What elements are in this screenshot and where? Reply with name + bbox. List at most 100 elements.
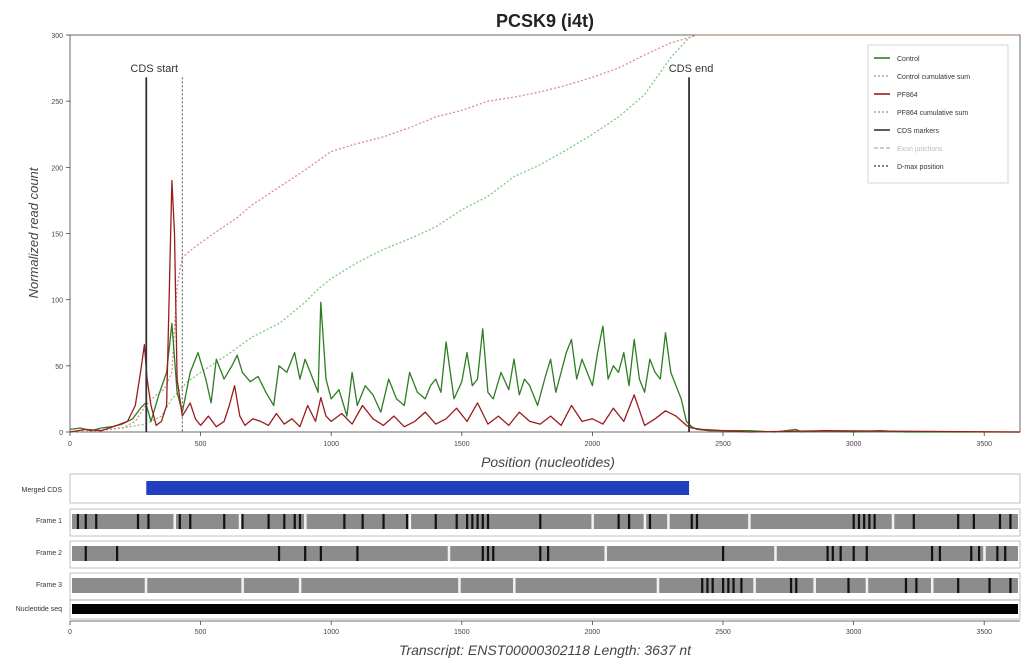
stop-codon-mark [267,514,270,529]
start-codon-mark [865,578,869,593]
frame2-track [69,540,1021,569]
y-tick-label: 150 [51,232,63,239]
legend-label: PF864 [897,92,918,99]
stop-codon-mark [727,578,730,593]
nucleotide-label: Nucleotide seq [16,606,62,613]
stop-codon-mark [223,514,226,529]
stop-codon-mark [722,546,725,561]
stop-codon-mark [116,546,119,561]
x-tick-label: 2500 [715,441,731,448]
stop-codon-mark [84,514,87,529]
nucleotide-seq-bar [72,604,1018,614]
bottom-x-axis: 0 500 1000 1500 2000 2500 3000 3500 [68,620,1020,636]
start-codon-mark [173,514,176,529]
stop-codon-mark [690,514,693,529]
start-codon-mark [447,546,451,561]
stop-codon-mark [857,514,861,529]
start-codon-mark [983,546,986,561]
legend-label: CDS markers [897,128,940,135]
transcript-footer: Transcript: ENST00000302118 Length: 3637… [399,642,692,658]
x-tick-label: 0 [68,441,72,448]
stop-codon-mark [912,514,915,529]
stop-codon-mark [852,514,855,529]
y-tick-label: 200 [51,165,63,172]
x-tick-label: 1000 [323,441,339,448]
stop-codon-mark [189,514,192,529]
stop-codon-mark [722,578,725,593]
stop-codon-mark [241,514,244,529]
stop-codon-mark [706,578,709,593]
stop-codon-mark [76,514,80,529]
chart-title: PCSK9 (i4t) [496,11,594,31]
bottom-x-tick-label: 2500 [715,629,731,636]
stop-codon-mark [466,514,469,529]
stop-codon-mark [95,514,98,529]
bottom-x-tick-label: 0 [68,629,72,636]
stop-codon-mark [863,514,866,529]
y-tick-label: 300 [51,33,63,40]
stop-codon-mark [405,514,409,529]
legend-label: Control cumulative sum [897,74,970,81]
stop-codon-mark [904,578,908,593]
stop-codon-mark [492,546,495,561]
stop-codon-mark [434,514,437,529]
start-codon-mark [241,578,244,593]
stop-codon-mark [481,546,484,561]
frame1-label: Frame 1 [36,518,62,525]
stop-codon-mark [977,546,981,561]
stop-codon-mark [930,546,934,561]
stop-codon-mark [319,546,322,561]
x-axis: 0 500 1000 1500 2000 2500 3000 3500 [68,432,992,448]
stop-codon-mark [957,578,960,593]
stop-codon-mark [356,546,359,561]
legend-label: D-max position [897,164,944,171]
start-codon-mark [753,578,756,593]
y-axis: 0 50 100 150 200 250 300 [51,33,70,437]
series-line-control [69,301,1020,433]
stop-codon-mark [865,546,868,561]
y-axis-label: Normalized read count [26,166,41,298]
x-tick-label: 3500 [976,441,992,448]
legend: Control Control cumulative sum PF864 PF864 … [867,44,1009,184]
cds-end-label: CDS end [669,63,714,75]
stop-codon-mark [539,514,542,529]
start-codon-mark [458,578,461,593]
stop-codon-mark [839,546,842,561]
start-codon-mark [774,546,777,561]
stop-codon-mark [277,546,281,561]
stop-codon-mark [826,546,829,561]
stop-codon-mark [1009,578,1012,593]
stop-codon-mark [84,546,87,561]
stop-codon-mark [938,546,942,561]
stop-codon-mark [293,514,296,529]
legend-label: PF864 cumulative sum [897,110,968,117]
legend-label: Exon junctions [897,146,943,153]
stop-codon-mark [998,514,1002,529]
stop-codon-mark [831,546,834,561]
stop-codon-mark [547,546,550,561]
y-tick-label: 50 [55,364,63,371]
bottom-x-tick-label: 2000 [585,629,601,636]
stop-codon-mark [1009,514,1012,529]
stop-codon-mark [539,546,542,561]
stop-codon-mark [789,578,793,593]
stop-codon-mark [996,546,999,561]
start-codon-mark [144,578,148,593]
stop-codon-mark [178,514,181,529]
start-codon-mark [513,578,516,593]
cds-start-label: CDS start [130,63,178,75]
stop-codon-mark [617,514,620,529]
stop-codon-mark [147,514,150,529]
start-codon-mark [748,514,751,529]
stop-codon-mark [382,514,385,529]
frame-3-bar [72,578,1018,593]
nucleotide-track [69,599,1021,620]
frame2-label: Frame 2 [36,550,62,557]
stop-codon-mark [873,514,876,529]
y-tick-label: 250 [51,99,63,106]
bottom-x-tick-label: 500 [195,629,207,636]
start-codon-mark [408,514,412,529]
x-tick-label: 1500 [454,441,470,448]
stop-codon-mark [695,514,699,529]
bottom-x-tick-label: 3500 [976,629,992,636]
